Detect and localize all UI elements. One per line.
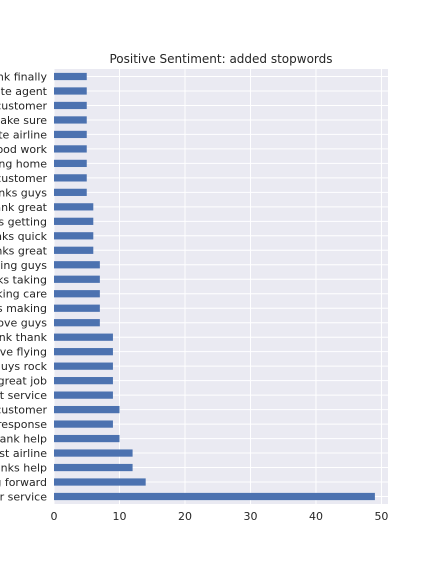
bar — [54, 420, 113, 428]
y-tick-label: ying guys — [0, 259, 47, 272]
bar — [54, 449, 133, 457]
y-tick-label: customer — [0, 99, 47, 112]
y-tick-label: ate agent — [0, 85, 48, 98]
bar — [54, 275, 100, 283]
y-tick-label: s making — [0, 302, 47, 315]
bar — [54, 217, 94, 225]
bar — [54, 174, 87, 182]
bar — [54, 246, 94, 254]
y-tick-label: hank help — [0, 433, 47, 446]
y-tick-label: est airline — [0, 447, 47, 460]
y-tick-label: customer — [0, 404, 47, 417]
x-tick-label: 20 — [178, 510, 192, 523]
y-tick-label: ove flying — [0, 346, 47, 359]
bar — [54, 87, 87, 95]
y-tick-label: ks taking — [0, 273, 47, 286]
bar — [54, 261, 100, 269]
bar — [54, 203, 94, 211]
y-tick-label: anks help — [0, 462, 47, 475]
x-tick-label: 50 — [374, 510, 388, 523]
x-tick-label: 10 — [112, 510, 126, 523]
bar — [54, 101, 87, 110]
y-tick-label: g forward — [0, 476, 47, 489]
y-tick-label: er service — [0, 491, 47, 504]
y-tick-label: nks great — [0, 244, 48, 257]
bars — [54, 72, 375, 501]
y-tick-label: ood work — [0, 143, 48, 156]
bar — [54, 290, 100, 298]
y-tick-label: ng home — [0, 157, 47, 170]
x-tick-label: 40 — [309, 510, 323, 523]
bar — [54, 463, 133, 472]
y-tick-label: s getting — [0, 215, 47, 228]
bar — [54, 434, 120, 443]
bar — [54, 362, 113, 370]
bar — [54, 492, 375, 501]
y-tick-label: king care — [0, 288, 47, 301]
bar — [54, 159, 87, 168]
y-tick-label: great job — [0, 375, 47, 388]
bar — [54, 319, 100, 327]
chart-title: Positive Sentiment: added stopwords — [109, 52, 332, 66]
y-tick-label: ite airline — [0, 128, 47, 141]
bar — [54, 391, 113, 399]
bar — [54, 188, 87, 196]
bar — [54, 116, 87, 124]
y-tick-label: ank thank — [0, 331, 48, 344]
y-tick-label: response — [0, 418, 47, 431]
bar — [54, 333, 113, 341]
bar — [54, 72, 87, 81]
x-tick-labels: 0 10 20 30 40 50 — [51, 510, 389, 523]
bar — [54, 405, 120, 414]
y-tick-label: ove guys — [0, 317, 47, 330]
bar — [54, 232, 94, 240]
plot-background — [54, 69, 388, 504]
bar — [54, 348, 113, 356]
y-tick-label: nks guys — [0, 186, 47, 199]
y-tick-label: ake sure — [0, 114, 47, 127]
x-tick-label: 30 — [243, 510, 257, 523]
bar — [54, 377, 113, 385]
y-tick-labels: er service g forwardanks help est airlineh… — [0, 71, 48, 504]
bar — [54, 145, 87, 153]
y-tick-label: customer — [0, 172, 47, 185]
y-tick-label: guys rock — [0, 360, 48, 373]
bar — [54, 304, 100, 312]
y-tick-label: at service — [0, 389, 47, 402]
y-tick-label: nks quick — [0, 230, 48, 243]
y-tick-label: nk finally — [0, 71, 47, 84]
bar — [54, 478, 146, 486]
x-tick-label: 0 — [51, 510, 58, 523]
bar — [54, 130, 87, 139]
y-tick-label: ank great — [0, 201, 48, 214]
